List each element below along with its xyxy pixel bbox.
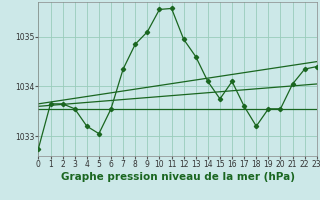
X-axis label: Graphe pression niveau de la mer (hPa): Graphe pression niveau de la mer (hPa) — [60, 172, 295, 182]
